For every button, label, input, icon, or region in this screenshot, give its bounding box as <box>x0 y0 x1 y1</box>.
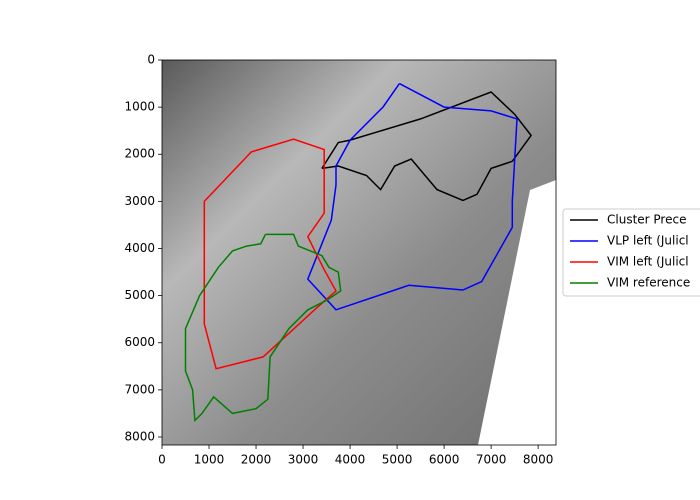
contour-line <box>184 233 342 423</box>
contour-line <box>203 138 337 370</box>
legend-label: Cluster Prece <box>607 213 686 227</box>
legend-box <box>562 208 700 297</box>
y-tick-label: 0 <box>147 53 155 67</box>
y-tick-label: 2000 <box>124 147 155 161</box>
y-tick-label: 3000 <box>124 194 155 208</box>
image-blank-region <box>478 180 556 445</box>
legend: Cluster Prece VLP left (Julicl VIM left (J… <box>562 208 700 297</box>
legend-label: VIM reference <box>607 276 690 290</box>
y-tick-label: 5000 <box>124 288 155 302</box>
axes-frame <box>161 59 557 446</box>
legend-label: VIM left (Julicl <box>607 255 689 269</box>
image-background <box>162 60 556 445</box>
y-tick-label: 4000 <box>124 241 155 255</box>
x-tick-label: 2000 <box>241 453 272 467</box>
y-tick-label: 7000 <box>124 382 155 396</box>
x-tick-label: 6000 <box>429 453 460 467</box>
y-tick-label: 1000 <box>124 100 155 114</box>
contour-line <box>321 91 533 202</box>
x-tick-label: 1000 <box>194 453 225 467</box>
contour-line <box>306 82 518 311</box>
legend-label: VLP left (Julicl <box>607 234 689 248</box>
x-tick-label: 5000 <box>382 453 413 467</box>
x-tick-label: 4000 <box>335 453 366 467</box>
y-tick-label: 8000 <box>124 429 155 443</box>
x-tick-label: 3000 <box>288 453 319 467</box>
x-tick-label: 0 <box>158 453 166 467</box>
x-tick-label: 7000 <box>476 453 507 467</box>
x-tick-label: 8000 <box>523 453 554 467</box>
y-tick-label: 6000 <box>124 335 155 349</box>
